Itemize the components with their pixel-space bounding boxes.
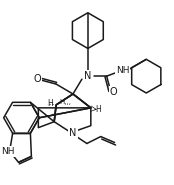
Text: NH: NH bbox=[1, 147, 14, 156]
Text: H: H bbox=[95, 105, 101, 114]
Text: H,,,: H,,, bbox=[59, 99, 71, 105]
Text: H: H bbox=[48, 99, 53, 108]
Text: N: N bbox=[84, 71, 92, 81]
Text: N: N bbox=[69, 128, 77, 138]
Text: O: O bbox=[110, 87, 117, 97]
Text: ,,: ,, bbox=[51, 108, 56, 117]
Text: NH: NH bbox=[116, 66, 129, 75]
Text: O: O bbox=[34, 74, 41, 84]
